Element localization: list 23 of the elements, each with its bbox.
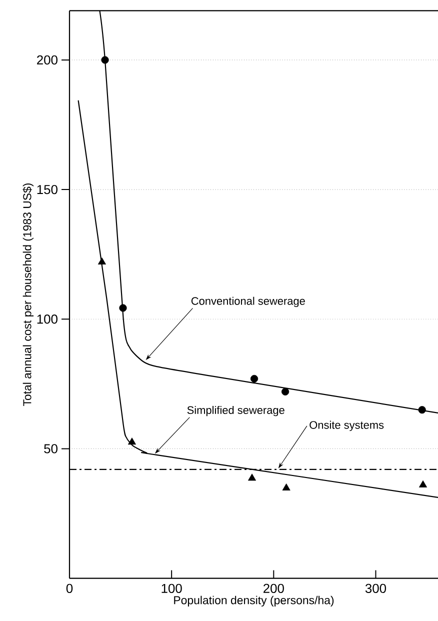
annotation: Conventional sewerage <box>191 296 305 308</box>
point <box>418 480 428 488</box>
annotation: Onsite systems <box>310 420 384 431</box>
y-tick-label: 150 <box>37 184 58 194</box>
y-tick-label: 50 <box>44 444 58 454</box>
point <box>282 484 290 491</box>
point <box>119 304 127 312</box>
point <box>418 406 426 414</box>
x-tick-label: 0 <box>66 584 73 593</box>
annotation: Simplified sewerage <box>187 406 284 416</box>
point <box>248 474 256 481</box>
x-tick-label: 300 <box>365 584 386 593</box>
point <box>281 388 290 396</box>
point <box>98 258 106 264</box>
x-tick-label: 100 <box>162 584 182 593</box>
y-axis-title: Total annual cost per household (1983 US$) <box>22 183 34 406</box>
x-axis-title: Population density (persons/ha) <box>174 596 334 607</box>
x-tick-label: 200 <box>264 584 284 593</box>
point <box>128 438 136 445</box>
y-tick-label: 100 <box>37 314 58 324</box>
point <box>101 56 109 64</box>
y-tick-label: 200 <box>37 55 58 65</box>
point <box>250 374 258 383</box>
